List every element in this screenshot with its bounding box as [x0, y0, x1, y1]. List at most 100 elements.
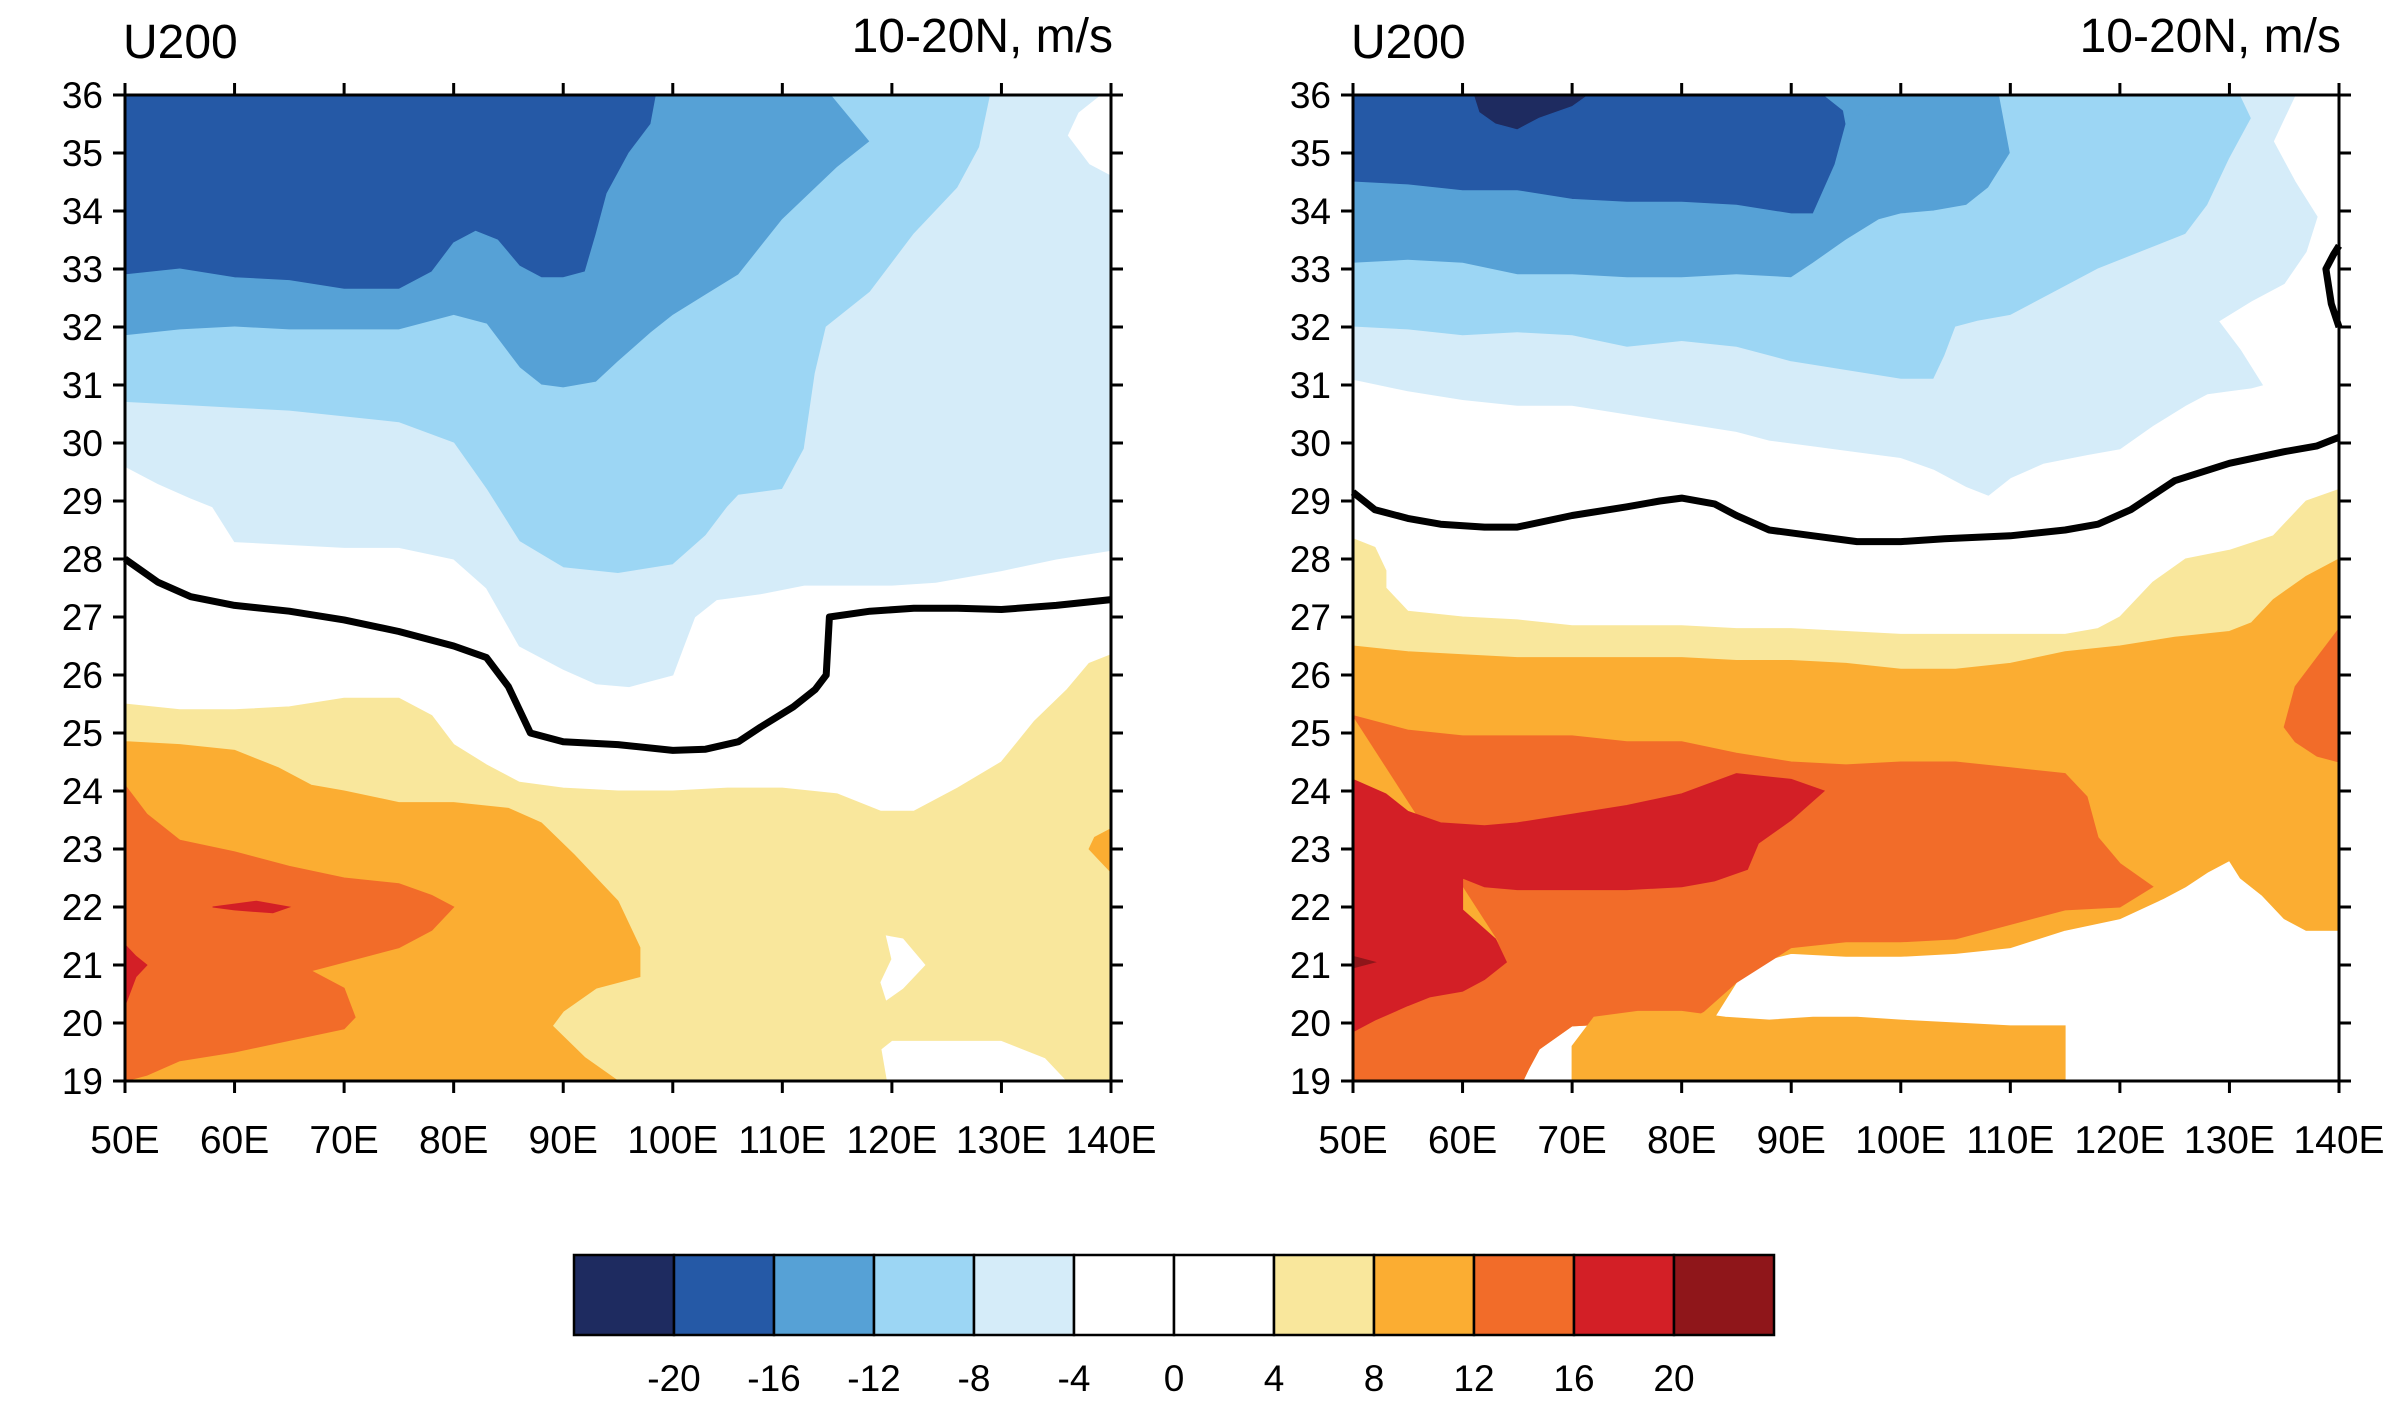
left-panel: 19 20 21 22 23 24 25 26 27 28 29 30 31 32 33 34 35 36 50E 6… [62, 10, 1157, 1162]
left-xtick-label-110E: 110E [738, 1119, 826, 1162]
left-panel-filled-contours [124, 94, 1112, 1082]
colorbar-box-2 [772, 1253, 876, 1337]
colorbar-box-11 [1672, 1253, 1776, 1337]
right-ytick-label-21: 21 [1290, 945, 1331, 986]
colorbar-box-3 [872, 1253, 976, 1337]
right-ytick-label-35: 35 [1290, 133, 1331, 174]
left-ytick-label-20: 20 [62, 1003, 103, 1044]
colorbar: -20 -16 -12 -8 -4 0 4 8 12 16 20 [572, 1253, 1776, 1399]
right-panel-axes: 19 20 21 22 23 24 25 26 27 28 29 30 31 32 33 34 35 36 50E 6… [1290, 75, 2385, 1162]
left-panel-band-9 [212, 900, 292, 914]
right-ytick-label-31: 31 [1290, 365, 1331, 406]
right-ytick-label-32: 32 [1290, 307, 1331, 348]
right-ytick-label-22: 22 [1290, 887, 1331, 928]
right-xtick-label-140E: 140E [2293, 1119, 2384, 1162]
colorbar-box-6 [1172, 1253, 1276, 1337]
right-ytick-label-27: 27 [1290, 597, 1331, 638]
right-xtick-label-60E: 60E [1428, 1119, 1497, 1162]
left-ytick-label-19: 19 [62, 1061, 103, 1102]
right-ytick-label-19: 19 [1290, 1061, 1331, 1102]
left-panel-zero-contour [122, 556, 1112, 754]
colorbar-label-9: 16 [1553, 1358, 1594, 1399]
colorbar-label-3: -8 [958, 1358, 991, 1399]
left-xtick-label-90E: 90E [529, 1119, 598, 1162]
colorbar-box-0 [572, 1253, 676, 1337]
colorbar-box-9 [1472, 1253, 1576, 1337]
left-xtick-label-60E: 60E [200, 1119, 269, 1162]
right-ytick-label-36: 36 [1290, 75, 1331, 116]
right-ytick-label-30: 30 [1290, 423, 1331, 464]
left-ytick-label-34: 34 [62, 191, 103, 232]
right-panel-band-13 [2283, 627, 2340, 763]
colorbar-box-5 [1072, 1253, 1176, 1337]
colorbar-label-7: 8 [1364, 1358, 1385, 1399]
left-panel-band-8 [124, 783, 455, 1082]
right-xtick-label-80E: 80E [1647, 1119, 1716, 1162]
left-ytick-label-28: 28 [62, 539, 103, 580]
left-ytick-label-25: 25 [62, 713, 103, 754]
right-xtick-label-120E: 120E [2074, 1119, 2165, 1162]
left-ytick-label-22: 22 [62, 887, 103, 928]
right-panel-frame [1351, 93, 2341, 1083]
right-panel-title-left: U200 [1351, 16, 1466, 69]
left-xtick-label-80E: 80E [419, 1119, 488, 1162]
right-panel-zero-contour-edge [2322, 243, 2343, 329]
colorbar-label-6: 4 [1264, 1358, 1285, 1399]
right-panel-title-right: 10-20N, m/s [2080, 10, 2341, 63]
left-ytick-label-36: 36 [62, 75, 103, 116]
colorbar-label-10: 20 [1653, 1358, 1694, 1399]
right-panel-zero-contour [1350, 433, 2341, 546]
left-ytick-label-21: 21 [62, 945, 103, 986]
right-ytick-label-23: 23 [1290, 829, 1331, 870]
right-ytick-label-25: 25 [1290, 713, 1331, 754]
colorbar-label-1: -16 [747, 1358, 800, 1399]
left-ytick-label-35: 35 [62, 133, 103, 174]
left-xtick-label-120E: 120E [846, 1119, 937, 1162]
left-ytick-label-24: 24 [62, 771, 103, 812]
colorbar-label-2: -12 [847, 1358, 900, 1399]
left-ytick-label-23: 23 [62, 829, 103, 870]
left-panel-title-right: 10-20N, m/s [852, 10, 1113, 63]
left-ytick-label-27: 27 [62, 597, 103, 638]
right-ytick-label-34: 34 [1290, 191, 1331, 232]
left-xtick-label-50E: 50E [90, 1119, 159, 1162]
right-xtick-label-130E: 130E [2184, 1119, 2275, 1162]
left-xtick-label-130E: 130E [956, 1119, 1047, 1162]
colorbar-box-4 [972, 1253, 1076, 1337]
left-xtick-label-70E: 70E [309, 1119, 378, 1162]
right-xtick-label-100E: 100E [1855, 1119, 1946, 1162]
left-panel-band-5 [880, 935, 926, 1001]
right-ytick-label-20: 20 [1290, 1003, 1331, 1044]
colorbar-label-5: 0 [1164, 1358, 1185, 1399]
right-ytick-label-28: 28 [1290, 539, 1331, 580]
right-panel: 19 20 21 22 23 24 25 26 27 28 29 30 31 32 33 34 35 36 50E 6… [1290, 10, 2385, 1162]
left-panel-axes: 19 20 21 22 23 24 25 26 27 28 29 30 31 32 33 34 35 36 50E 6… [62, 75, 1157, 1162]
left-ytick-label-29: 29 [62, 481, 103, 522]
right-ytick-label-29: 29 [1290, 481, 1331, 522]
left-ytick-label-30: 30 [62, 423, 103, 464]
left-xtick-label-140E: 140E [1065, 1119, 1156, 1162]
colorbar-box-10 [1572, 1253, 1676, 1337]
left-xtick-label-100E: 100E [627, 1119, 718, 1162]
right-xtick-label-110E: 110E [1966, 1119, 2054, 1162]
colorbar-label-0: -20 [647, 1358, 700, 1399]
right-xtick-label-50E: 50E [1318, 1119, 1387, 1162]
right-panel-band-10 [1571, 1010, 2066, 1082]
left-ytick-label-31: 31 [62, 365, 103, 406]
left-panel-frame [123, 93, 1113, 1083]
colorbar-label-4: -4 [1058, 1358, 1091, 1399]
right-panel-band-11 [1352, 773, 1826, 1033]
right-xtick-label-70E: 70E [1537, 1119, 1606, 1162]
colorbar-box-1 [672, 1253, 776, 1337]
left-ytick-label-26: 26 [62, 655, 103, 696]
left-panel-band-0 [124, 94, 657, 290]
right-panel-filled-contours [1351, 94, 2340, 1082]
right-ytick-label-24: 24 [1290, 771, 1331, 812]
left-ytick-label-33: 33 [62, 249, 103, 290]
left-panel-band-3 [124, 94, 1112, 688]
colorbar-box-7 [1272, 1253, 1376, 1337]
right-ytick-label-26: 26 [1290, 655, 1331, 696]
right-ytick-label-33: 33 [1290, 249, 1331, 290]
left-panel-title-left: U200 [123, 16, 238, 69]
